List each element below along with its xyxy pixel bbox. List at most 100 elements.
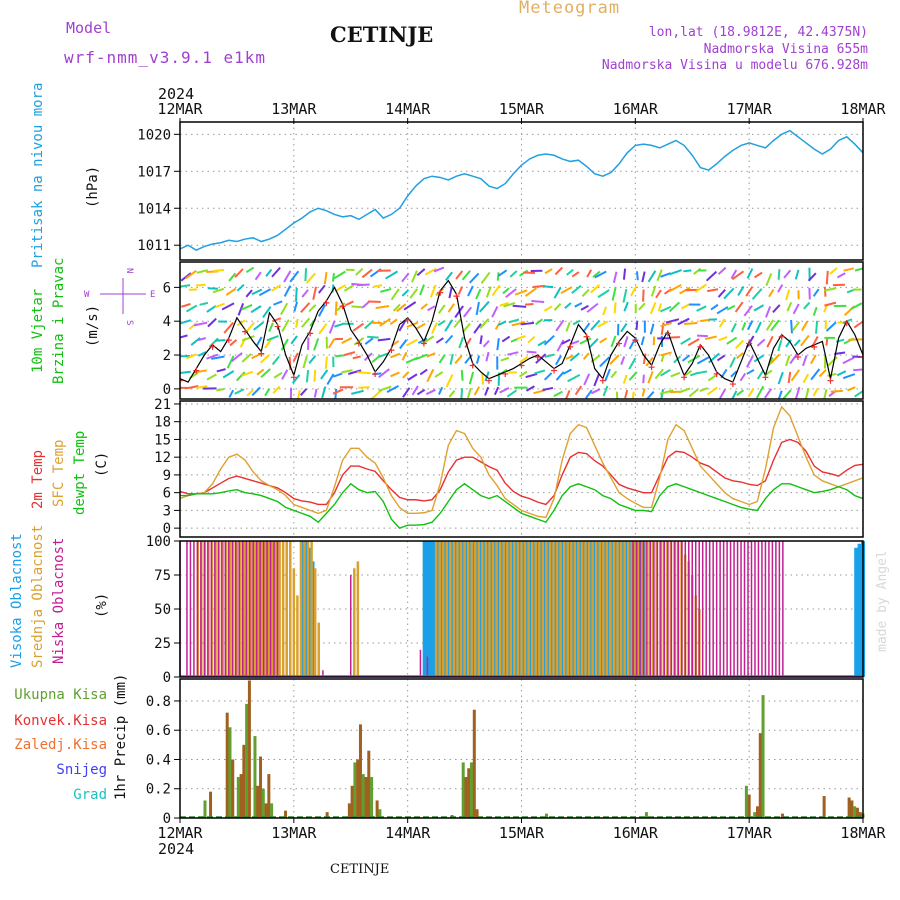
wind-barbs-group (180, 266, 863, 399)
wind-barb (438, 354, 446, 364)
model-name: wrf-nmm_v3.9.1 e1km (64, 48, 267, 67)
wind-barb (571, 271, 580, 278)
wind-barb (271, 355, 280, 366)
wind-barb (531, 300, 545, 304)
location-text: lon,lat (18.9812E, 42.4375N) (648, 25, 868, 40)
cloud-ylabel-mid: Srednja Oblacnost (30, 525, 46, 668)
wind-barb (620, 356, 626, 365)
pressure-unit: (hPa) (85, 166, 101, 208)
wind-barb (571, 284, 582, 294)
wind-barb (705, 270, 718, 282)
wind-barb (461, 270, 471, 281)
wind-gust-marker (534, 354, 541, 361)
wind-barb (660, 368, 671, 377)
wind-gust-marker (681, 374, 688, 381)
precip-bar (475, 809, 479, 818)
precip-bar (361, 774, 365, 818)
wind-barb (301, 289, 309, 298)
wind-barb (810, 354, 817, 365)
wind-barb (356, 283, 370, 287)
precip-bar (209, 791, 213, 818)
wind-barb (281, 319, 290, 332)
y-tick-label: 18 (154, 415, 171, 431)
wind-barb (491, 306, 499, 318)
wind-barb (823, 389, 828, 399)
precip-bar (470, 762, 474, 818)
wind-barb (229, 339, 238, 347)
wind-barb (556, 339, 565, 352)
wind-barb (426, 352, 436, 358)
y-tick-label: 100 (146, 534, 171, 550)
wind-barb (185, 304, 198, 313)
wind-barb (411, 270, 418, 283)
wind-barb (642, 374, 645, 384)
wind-barb (777, 284, 784, 293)
wind-barb (657, 303, 662, 312)
wind-barb (718, 318, 726, 328)
wind-barb (345, 300, 354, 307)
wind-barb (416, 268, 426, 277)
wind-barb (343, 351, 356, 357)
wind-barb (348, 369, 362, 375)
wind-barb (180, 272, 192, 282)
wind-barb (280, 302, 289, 315)
wind-gust-marker (778, 333, 785, 340)
wind-barb (842, 356, 855, 365)
wind-gust-marker (225, 337, 232, 344)
x-tick-label-top: 14MAR (385, 100, 431, 118)
wind-barb (579, 337, 592, 345)
precip-bar (259, 756, 263, 818)
wind-barb (185, 269, 197, 280)
cloud-unit: (%) (94, 593, 110, 618)
wind-barb (719, 388, 727, 399)
wind-barb (180, 369, 181, 371)
wind-barb (553, 390, 563, 398)
wind-barb (696, 305, 707, 312)
wind-barb (305, 272, 316, 284)
wind-barb (710, 303, 719, 311)
wind-barb (463, 306, 473, 318)
wind-barb (253, 321, 265, 331)
wind-barb (466, 387, 472, 399)
wind-barb (542, 386, 554, 391)
wind-barb (449, 353, 454, 365)
wind-barb (419, 368, 428, 376)
wind-barb (289, 270, 300, 283)
wind-barb (372, 284, 383, 288)
wind-barb (524, 287, 537, 297)
wind-barb (445, 271, 453, 281)
wind-barb (792, 303, 800, 315)
wind-barb (448, 287, 453, 299)
temp-line-1 (179, 405, 864, 519)
precip-bar (239, 774, 243, 818)
wind-barb (574, 302, 583, 308)
wind-barb (654, 368, 664, 380)
wind-barb (505, 288, 517, 299)
wind-barb (737, 285, 745, 297)
wind-barb (245, 289, 253, 298)
wind-barb (246, 389, 254, 397)
wind-barb (327, 338, 336, 349)
wind-barb (604, 368, 611, 382)
x-tick-label-bottom: 15MAR (499, 824, 545, 842)
wind-barb (180, 319, 192, 325)
wind-barb (790, 369, 801, 382)
wind-barb (747, 387, 755, 398)
wind-barb (301, 317, 311, 328)
wind-barb (399, 339, 408, 350)
wind-barb (318, 323, 328, 335)
wind-barb (842, 318, 853, 324)
wind-barb (506, 389, 517, 398)
wind-barb (180, 284, 191, 288)
wind-barb (197, 337, 207, 342)
model-elevation-text: Nadmorska Visina u modelu 676.928m (601, 58, 868, 73)
x-tick-label-bottom: 18MAR (840, 824, 886, 842)
wind-gust-marker (209, 343, 216, 350)
wind-barb (829, 267, 838, 275)
wind-barb (678, 387, 691, 394)
wind-barb (785, 354, 791, 367)
wind-gust-marker (274, 323, 281, 330)
wind-barb (294, 287, 298, 302)
wind-barb (302, 355, 308, 369)
wind-barb (741, 322, 747, 331)
